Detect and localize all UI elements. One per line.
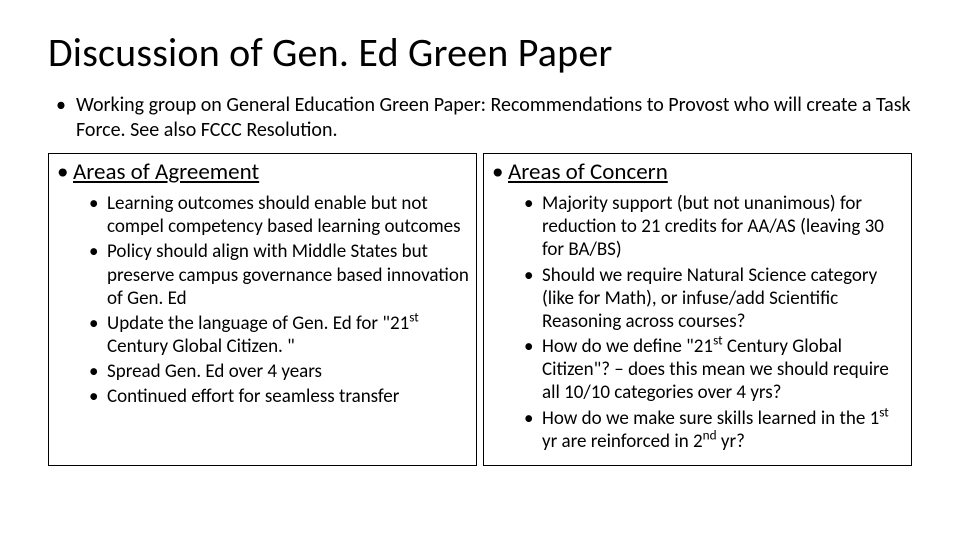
concern-column: Areas of Concern Majority support (but n… — [483, 153, 912, 466]
list-item: How do we make sure skills learned in th… — [528, 407, 905, 453]
list-item: Majority support (but not unanimous) for… — [528, 192, 905, 262]
agreement-list: Learning outcomes should enable but not … — [55, 192, 470, 409]
list-item: Update the language of Gen. Ed for "21st… — [93, 312, 470, 358]
agreement-column: Areas of Agreement Learning outcomes sho… — [48, 153, 477, 466]
list-item: How do we define "21st Century Global Ci… — [528, 335, 905, 405]
list-item: Learning outcomes should enable but not … — [93, 192, 470, 238]
slide: Discussion of Gen. Ed Green Paper Workin… — [0, 0, 960, 540]
list-item: Spread Gen. Ed over 4 years — [93, 360, 470, 383]
concern-header: Areas of Concern — [490, 158, 905, 186]
list-item: Should we require Natural Science catego… — [528, 264, 905, 334]
agreement-header: Areas of Agreement — [55, 158, 470, 186]
list-item: Policy should align with Middle States b… — [93, 240, 470, 310]
list-item: Continued effort for seamless transfer — [93, 385, 470, 408]
concern-list: Majority support (but not unanimous) for… — [490, 192, 905, 453]
two-column-area: Areas of Agreement Learning outcomes sho… — [48, 153, 912, 466]
intro-bullet: Working group on General Education Green… — [48, 93, 912, 143]
slide-title: Discussion of Gen. Ed Green Paper — [48, 28, 912, 77]
